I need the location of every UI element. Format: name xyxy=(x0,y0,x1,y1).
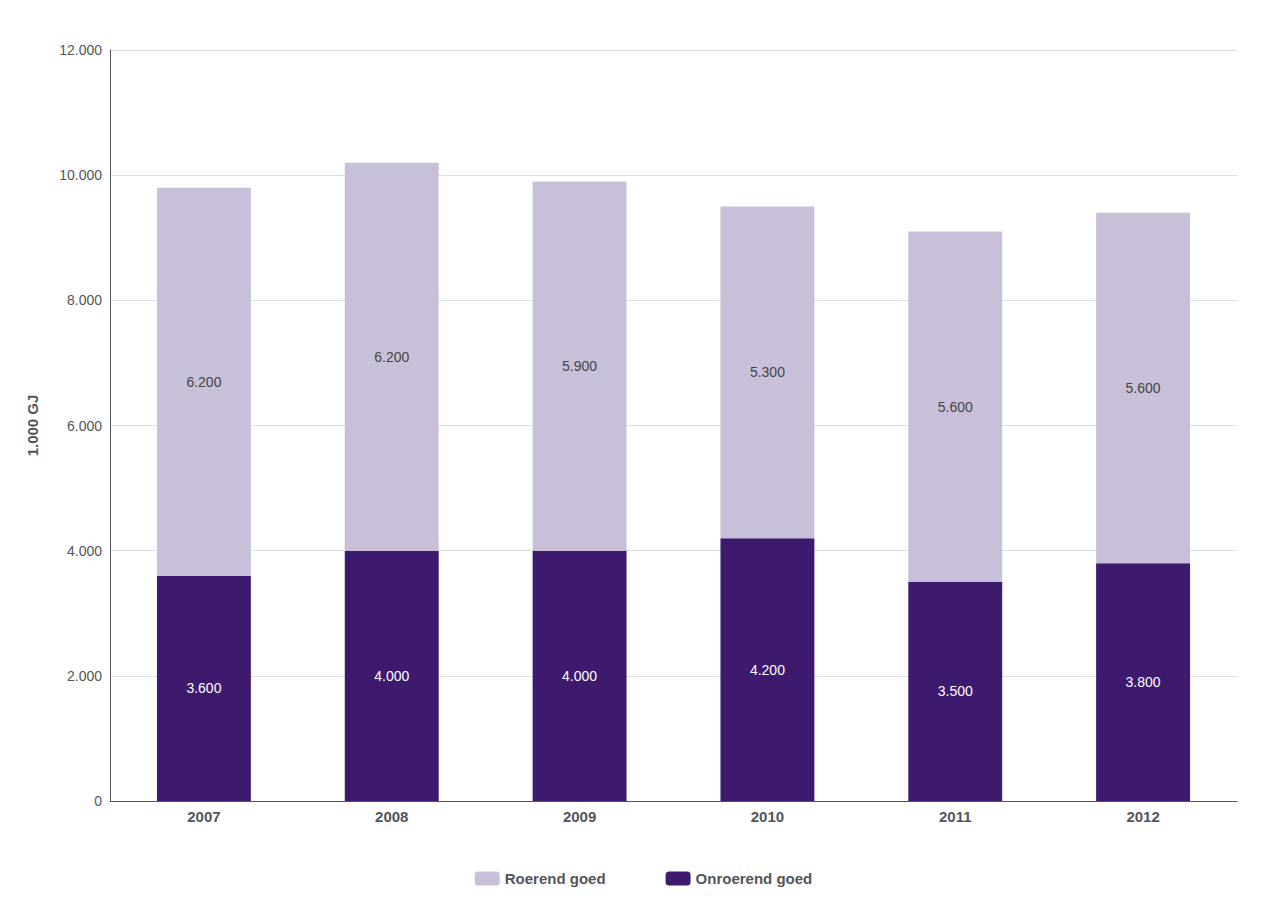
svg-text:8.000: 8.000 xyxy=(67,292,102,308)
svg-text:3.600: 3.600 xyxy=(186,680,221,696)
svg-text:3.500: 3.500 xyxy=(938,683,973,699)
svg-text:2007: 2007 xyxy=(187,808,220,825)
svg-text:6.200: 6.200 xyxy=(374,349,409,365)
svg-text:2009: 2009 xyxy=(563,808,596,825)
svg-text:Roerend goed: Roerend goed xyxy=(505,870,606,887)
svg-text:5.900: 5.900 xyxy=(562,358,597,374)
svg-text:5.300: 5.300 xyxy=(750,364,785,380)
svg-text:5.600: 5.600 xyxy=(938,399,973,415)
svg-text:2010: 2010 xyxy=(751,808,784,825)
svg-text:4.200: 4.200 xyxy=(750,662,785,678)
svg-text:6.200: 6.200 xyxy=(186,374,221,390)
svg-text:2.000: 2.000 xyxy=(67,668,102,684)
svg-text:0: 0 xyxy=(94,793,102,809)
svg-text:4.000: 4.000 xyxy=(67,543,102,559)
svg-text:5.600: 5.600 xyxy=(1126,380,1161,396)
svg-text:2008: 2008 xyxy=(375,808,408,825)
svg-text:4.000: 4.000 xyxy=(562,668,597,684)
svg-text:10.000: 10.000 xyxy=(59,167,102,183)
svg-text:2011: 2011 xyxy=(939,808,972,825)
svg-text:6.000: 6.000 xyxy=(67,418,102,434)
svg-text:12.000: 12.000 xyxy=(59,42,102,58)
svg-text:4.000: 4.000 xyxy=(374,668,409,684)
svg-text:2012: 2012 xyxy=(1126,808,1159,825)
svg-text:Onroerend goed: Onroerend goed xyxy=(696,870,813,887)
svg-text:3.800: 3.800 xyxy=(1126,674,1161,690)
svg-text:1.000 GJ: 1.000 GJ xyxy=(24,395,41,457)
